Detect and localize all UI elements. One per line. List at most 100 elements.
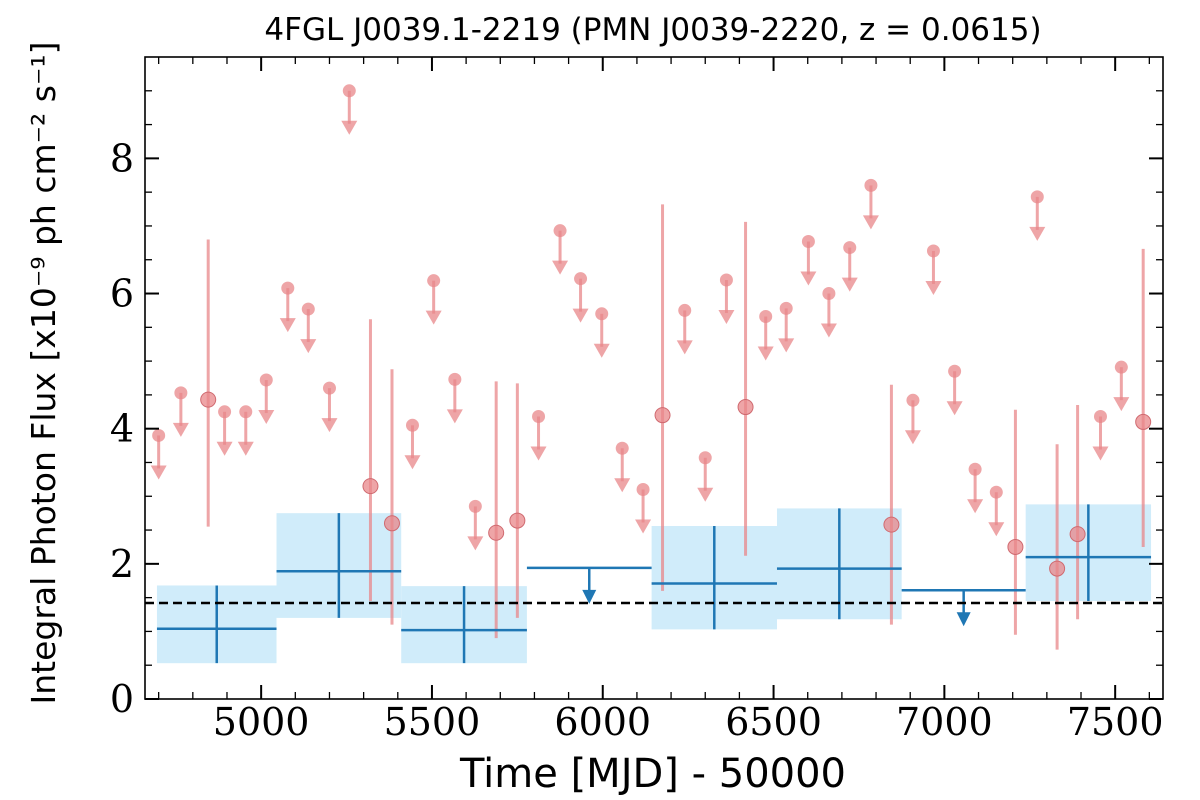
- monthly-upper-limit-arrow: [593, 343, 610, 358]
- y-tick-label: 8: [110, 136, 134, 180]
- monthly-upper-limit-point: [1093, 410, 1107, 424]
- monthly-upper-limit-arrow: [467, 536, 484, 551]
- monthly-upper-limit-arrow: [635, 519, 652, 534]
- monthly-upper-limit-arrow: [572, 308, 589, 323]
- monthly-upper-limit-arrow: [988, 522, 1005, 537]
- monthly-upper-limit-arrow: [1113, 397, 1130, 412]
- monthly-upper-limit-point: [595, 307, 609, 321]
- y-tick-label: 0: [110, 677, 134, 721]
- monthly-flux-point: [1069, 526, 1086, 543]
- monthly-flux-point: [1049, 560, 1066, 577]
- monthly-flux-point: [488, 524, 505, 541]
- monthly-upper-limit-point: [678, 303, 692, 317]
- monthly-upper-limit-point: [239, 405, 253, 419]
- monthly-upper-limit-arrow: [552, 260, 569, 275]
- monthly-upper-limit-arrow: [258, 410, 275, 425]
- monthly-upper-limit-arrow: [676, 340, 693, 355]
- monthly-upper-limit-point: [218, 405, 232, 419]
- monthly-upper-limit-point: [779, 301, 793, 315]
- monthly-upper-limit-arrow: [862, 215, 879, 230]
- monthly-upper-limit-arrow: [341, 120, 358, 135]
- monthly-upper-limit-point: [615, 441, 629, 455]
- monthly-upper-limit-point: [322, 381, 336, 395]
- x-tick-label: 7000: [896, 700, 993, 744]
- plot-area: [145, 84, 1163, 664]
- monthly-upper-limit-point: [1114, 360, 1128, 374]
- monthly-upper-limit-point: [864, 178, 878, 192]
- monthly-upper-limit-point: [574, 272, 588, 286]
- bin-upper-limit-arrow: [956, 612, 971, 627]
- monthly-upper-limit-point: [553, 224, 567, 238]
- monthly-upper-limit-point: [822, 287, 836, 301]
- monthly-upper-limit-arrow: [841, 277, 858, 292]
- monthly-upper-limit-arrow: [718, 310, 735, 325]
- monthly-upper-limit-arrow: [800, 271, 817, 286]
- monthly-upper-limit-arrow: [967, 499, 984, 514]
- monthly-upper-limit-point: [342, 84, 356, 98]
- axes: 5000 5500 6000 6500 7000 7500 0 2 4 6 8: [110, 56, 1164, 744]
- monthly-upper-limit-arrow: [172, 422, 189, 437]
- monthly-upper-limit-point: [636, 483, 650, 497]
- monthly-upper-limit-point: [843, 241, 857, 255]
- monthly-flux-point: [1007, 538, 1024, 555]
- monthly-upper-limit-arrow: [820, 323, 837, 338]
- monthly-upper-limit-arrow: [1029, 226, 1046, 241]
- monthly-flux-point: [509, 512, 526, 529]
- monthly-upper-limit-arrow: [697, 487, 714, 502]
- monthly-upper-limit-point: [468, 499, 482, 513]
- monthly-upper-limit-arrow: [150, 465, 167, 480]
- monthly-upper-limit-point: [152, 428, 166, 442]
- monthly-upper-limit-arrow: [925, 280, 942, 295]
- monthly-upper-limit-point: [968, 462, 982, 476]
- monthly-upper-limit-point: [759, 310, 773, 324]
- monthly-upper-limit-arrow: [216, 441, 233, 456]
- monthly-upper-limit-arrow: [530, 446, 547, 461]
- monthly-upper-limit-arrow: [237, 441, 254, 456]
- x-tick-label: 5500: [384, 700, 481, 744]
- y-tick-label: 2: [110, 542, 134, 586]
- y-tick-label: 6: [110, 272, 134, 316]
- monthly-upper-limit-point: [174, 386, 188, 400]
- monthly-upper-limit-point: [989, 485, 1003, 499]
- monthly-upper-limit-point: [926, 244, 940, 258]
- monthly-upper-limit-point: [405, 418, 419, 432]
- monthly-upper-limit-point: [281, 281, 295, 295]
- monthly-upper-limit-point: [801, 234, 815, 248]
- monthly-flux-point: [362, 478, 379, 495]
- monthly-flux-point: [654, 407, 671, 424]
- monthly-upper-limit-arrow: [904, 430, 921, 445]
- monthly-upper-limit-point: [948, 364, 962, 378]
- x-axis-label: Time [MJD] - 50000: [459, 751, 846, 797]
- monthly-upper-limit-arrow: [757, 346, 774, 361]
- monthly-upper-limit-point: [906, 393, 920, 407]
- x-tick-label: 6500: [725, 700, 822, 744]
- monthly-upper-limit-arrow: [300, 339, 317, 354]
- plot-frame: [144, 56, 1164, 700]
- monthly-upper-limit-arrow: [778, 338, 795, 353]
- monthly-flux-point: [883, 516, 900, 533]
- x-tick-label: 7500: [1067, 700, 1164, 744]
- y-axis-label: Integral Photon Flux [x10⁻⁹ ph cm⁻² s⁻¹]: [24, 42, 63, 705]
- monthly-flux-point: [200, 391, 217, 408]
- monthly-upper-limit-arrow: [321, 418, 338, 433]
- monthly-upper-limit-point: [532, 410, 546, 424]
- chart-title: 4FGL J0039.1-2219 (PMN J0039-2220, z = 0…: [264, 12, 1041, 48]
- x-tick-label: 6000: [554, 700, 651, 744]
- monthly-upper-limit-arrow: [425, 310, 442, 325]
- x-tick-label: 5000: [213, 700, 310, 744]
- monthly-upper-limit-arrow: [614, 478, 631, 493]
- monthly-upper-limit-point: [259, 373, 273, 387]
- monthly-upper-limit-arrow: [1092, 446, 1109, 461]
- monthly-upper-limit-point: [1030, 190, 1044, 204]
- monthly-upper-limit-arrow: [279, 318, 296, 333]
- monthly-upper-limit-point: [427, 274, 441, 288]
- monthly-upper-limit-arrow: [446, 409, 463, 424]
- y-tick-label: 4: [110, 407, 134, 451]
- monthly-upper-limit-arrow: [946, 401, 963, 416]
- monthly-upper-limit-point: [719, 273, 733, 287]
- monthly-upper-limit-point: [448, 372, 462, 386]
- monthly-flux-point: [737, 399, 754, 416]
- monthly-flux-point: [1135, 413, 1152, 430]
- monthly-upper-limit-point: [698, 451, 712, 465]
